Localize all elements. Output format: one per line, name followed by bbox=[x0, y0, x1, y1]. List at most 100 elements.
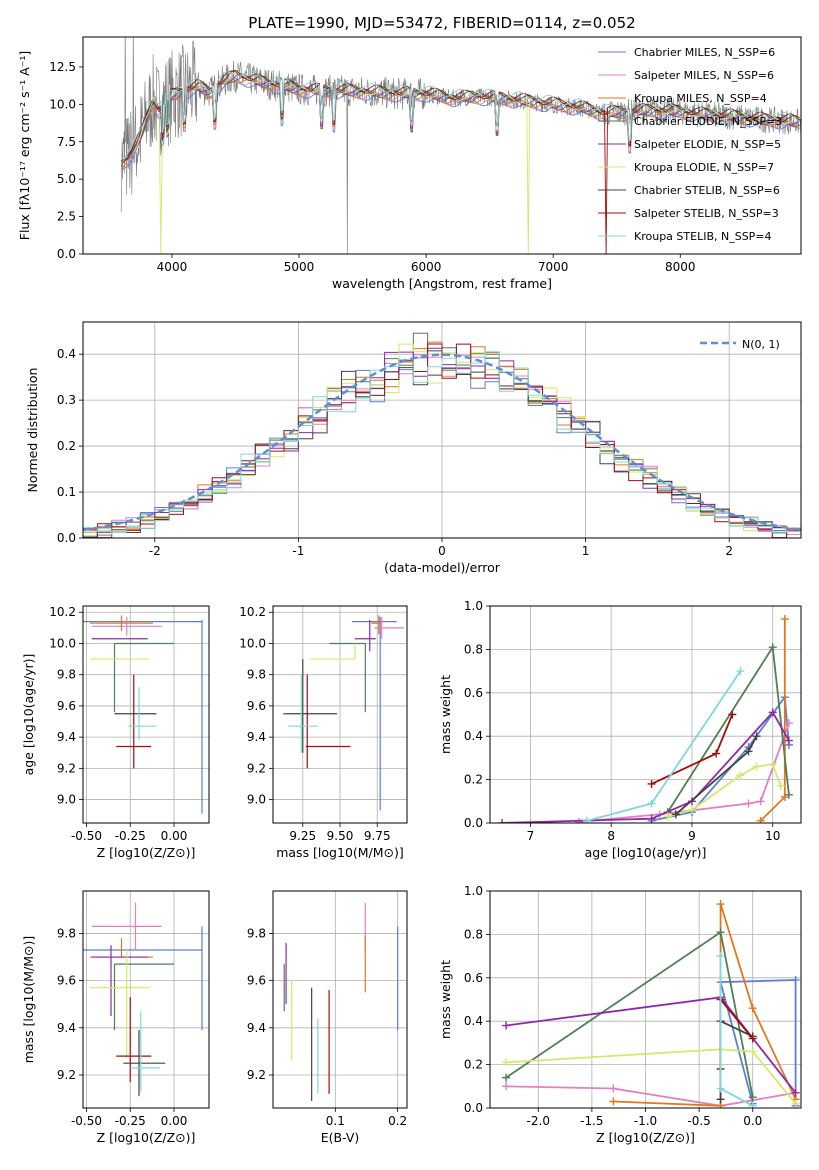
x-axis-label: Z [log10(Z/Z⊙)] bbox=[596, 1130, 695, 1145]
x-tick-label: 5000 bbox=[284, 260, 315, 274]
x-tick-label: 9 bbox=[688, 829, 696, 843]
weight-marker-salpeter_stelib bbox=[647, 779, 656, 788]
y-tick-label: 9.0 bbox=[57, 793, 76, 807]
weight-marker-salpeter_elodie bbox=[647, 814, 656, 823]
y-tick-label: 9.8 bbox=[57, 668, 76, 682]
x-tick-label: 7000 bbox=[538, 260, 569, 274]
y-tick-label: 10.0 bbox=[49, 97, 76, 111]
x-tick-label: 9.75 bbox=[364, 829, 391, 843]
weight-marker-chabrier_stelib bbox=[671, 810, 680, 819]
y-tick-label: 9.4 bbox=[57, 1021, 76, 1035]
axes-frame bbox=[272, 605, 408, 824]
x-tick-label: 0.00 bbox=[161, 829, 188, 843]
legend: Chabrier MILES, N_SSP=6 Salpeter MILES, N… bbox=[598, 46, 782, 243]
model-spectrum-kroupa_stelib bbox=[120, 71, 800, 164]
x-tick-label: -0.5 bbox=[687, 1114, 710, 1128]
y-axis-label: mass weight bbox=[438, 675, 453, 754]
weight-marker-chabrier_elodie bbox=[784, 790, 793, 799]
normal-curve bbox=[83, 353, 801, 532]
y-axis-label: Normed distribution bbox=[25, 368, 40, 493]
weight-marker-kroupa_elodie bbox=[752, 762, 761, 771]
legend-label: N(0, 1) bbox=[742, 338, 780, 351]
x-tick-label: -2.0 bbox=[527, 1114, 550, 1128]
x-tick-label: -1 bbox=[292, 544, 304, 558]
x-tick-label: 9.50 bbox=[327, 829, 354, 843]
weight-marker-salpeter_miles bbox=[744, 799, 753, 808]
x-axis-label: Z [log10(Z/Z⊙)] bbox=[97, 1130, 196, 1145]
y-tick-label: 9.8 bbox=[247, 668, 266, 682]
y-tick-label: 0.3 bbox=[57, 393, 76, 407]
legend-label: Kroupa ELODIE, N_SSP=7 bbox=[634, 161, 774, 174]
plot-area bbox=[83, 615, 203, 814]
y-tick-label: 0.4 bbox=[57, 347, 76, 361]
plot-area bbox=[498, 615, 793, 823]
x-tick-label: -0.50 bbox=[71, 1114, 102, 1128]
weight-line-chabrier_miles bbox=[719, 979, 797, 1106]
weight-marker-kroupa_miles bbox=[716, 900, 725, 909]
y-axis-label: Flux [fλ10⁻¹⁷ erg cm⁻² s⁻¹ A⁻¹] bbox=[17, 51, 32, 240]
x-tick-label: 4000 bbox=[157, 260, 188, 274]
y-tick-label: 0.4 bbox=[464, 729, 483, 743]
mass-vs-extinction-panel: 0.1 0.2 9.2 9.4 9.6 9.8 E(B-V) bbox=[247, 890, 408, 1145]
x-axis-label: Z [log10(Z/Z⊙)] bbox=[97, 845, 196, 860]
weight-marker-salpeter_stelib bbox=[728, 710, 737, 719]
weight-marker-kroupa_miles bbox=[609, 1097, 618, 1106]
weight-marker-kroupa_elodie bbox=[502, 1058, 511, 1067]
weight-marker-kroupa_miles bbox=[756, 816, 765, 823]
weight-marker-kroupa_stelib bbox=[716, 952, 725, 961]
weight-marker-chabrier_miles bbox=[791, 975, 800, 984]
y-tick-label: 10.2 bbox=[239, 605, 266, 619]
axes-frame bbox=[82, 321, 802, 539]
y-tick-label: 9.4 bbox=[247, 1021, 266, 1035]
weight-marker-kroupa_stelib bbox=[736, 667, 745, 676]
age-vs-mass-panel: 9.25 9.50 9.75 9.0 9.2 9.4 9.6 9.8 10.0 10.2 mass … bbox=[239, 605, 408, 860]
weight-marker-kroupa_stelib bbox=[647, 799, 656, 808]
axes-frame bbox=[82, 605, 210, 824]
legend-label: Kroupa STELIB, N_SSP=4 bbox=[634, 230, 772, 243]
y-tick-label: 2.5 bbox=[57, 210, 76, 224]
legend-label: Salpeter ELODIE, N_SSP=5 bbox=[634, 138, 781, 151]
x-tick-label: -0.25 bbox=[115, 829, 146, 843]
plot-area bbox=[83, 332, 801, 538]
y-axis-label: mass [log10(M/M⊙)] bbox=[21, 936, 36, 1064]
weight-line-kroupa_stelib bbox=[586, 670, 742, 822]
legend-label: Salpeter MILES, N_SSP=6 bbox=[634, 69, 774, 82]
model-spectrum-salpeter_miles bbox=[120, 78, 800, 172]
weight-marker-kroupa_elodie bbox=[736, 771, 745, 780]
y-tick-label: 9.0 bbox=[247, 793, 266, 807]
y-tick-label: 0.0 bbox=[464, 1101, 483, 1115]
weight-marker-salpeter_miles bbox=[784, 719, 793, 728]
x-tick-label: -1.0 bbox=[634, 1114, 657, 1128]
y-tick-label: 9.2 bbox=[247, 1068, 266, 1082]
legend-label: Chabrier MILES, N_SSP=6 bbox=[634, 46, 775, 59]
y-tick-label: 0.0 bbox=[464, 816, 483, 830]
model-spectrum-chabrier_stelib bbox=[121, 69, 800, 161]
weight-line-chabrier_elodie bbox=[666, 644, 790, 813]
y-tick-label: 9.2 bbox=[57, 1068, 76, 1082]
x-tick-label: -2 bbox=[149, 544, 161, 558]
age-vs-metallicity-panel: -0.50 -0.25 0.00 9.0 9.2 9.4 9.6 9.8 10.0 10.2 Z [… bbox=[21, 605, 210, 860]
y-tick-label: 9.6 bbox=[247, 974, 266, 988]
weight-vs-age-panel: 7 8 9 10 0.0 0.2 0.4 0.6 0.8 1.0 age [log10(age/yr… bbox=[438, 599, 802, 860]
weight-marker-salpeter_elodie bbox=[768, 708, 777, 717]
y-tick-label: 10.0 bbox=[49, 636, 76, 650]
y-tick-label: 5.0 bbox=[57, 172, 76, 186]
legend-label: Kroupa MILES, N_SSP=4 bbox=[634, 92, 767, 105]
weight-marker-chabrier_elodie bbox=[716, 928, 725, 937]
x-tick-label: 0 bbox=[438, 544, 446, 558]
weight-marker-salpeter_stelib bbox=[712, 749, 721, 758]
weight-line-kroupa_elodie bbox=[667, 763, 782, 818]
x-tick-label: 0.00 bbox=[161, 1114, 188, 1128]
weight-marker-kroupa_elodie bbox=[768, 760, 777, 769]
weight-marker-kroupa_miles bbox=[780, 615, 789, 624]
weight-marker-salpeter_stelib bbox=[748, 1034, 757, 1043]
x-tick-label: 2 bbox=[725, 544, 733, 558]
weight-marker-chabrier_stelib bbox=[716, 1095, 725, 1104]
weight-marker-kroupa_elodie bbox=[663, 812, 672, 821]
y-tick-label: 9.6 bbox=[57, 974, 76, 988]
y-tick-label: 1.0 bbox=[464, 884, 483, 898]
spectrum-panel: 4000 5000 6000 7000 8000 0.0 2.5 5.0 7.5 10.0 12.5… bbox=[17, 14, 802, 291]
weight-marker-kroupa_stelib bbox=[582, 816, 591, 823]
weight-line-kroupa_elodie bbox=[506, 1048, 797, 1105]
